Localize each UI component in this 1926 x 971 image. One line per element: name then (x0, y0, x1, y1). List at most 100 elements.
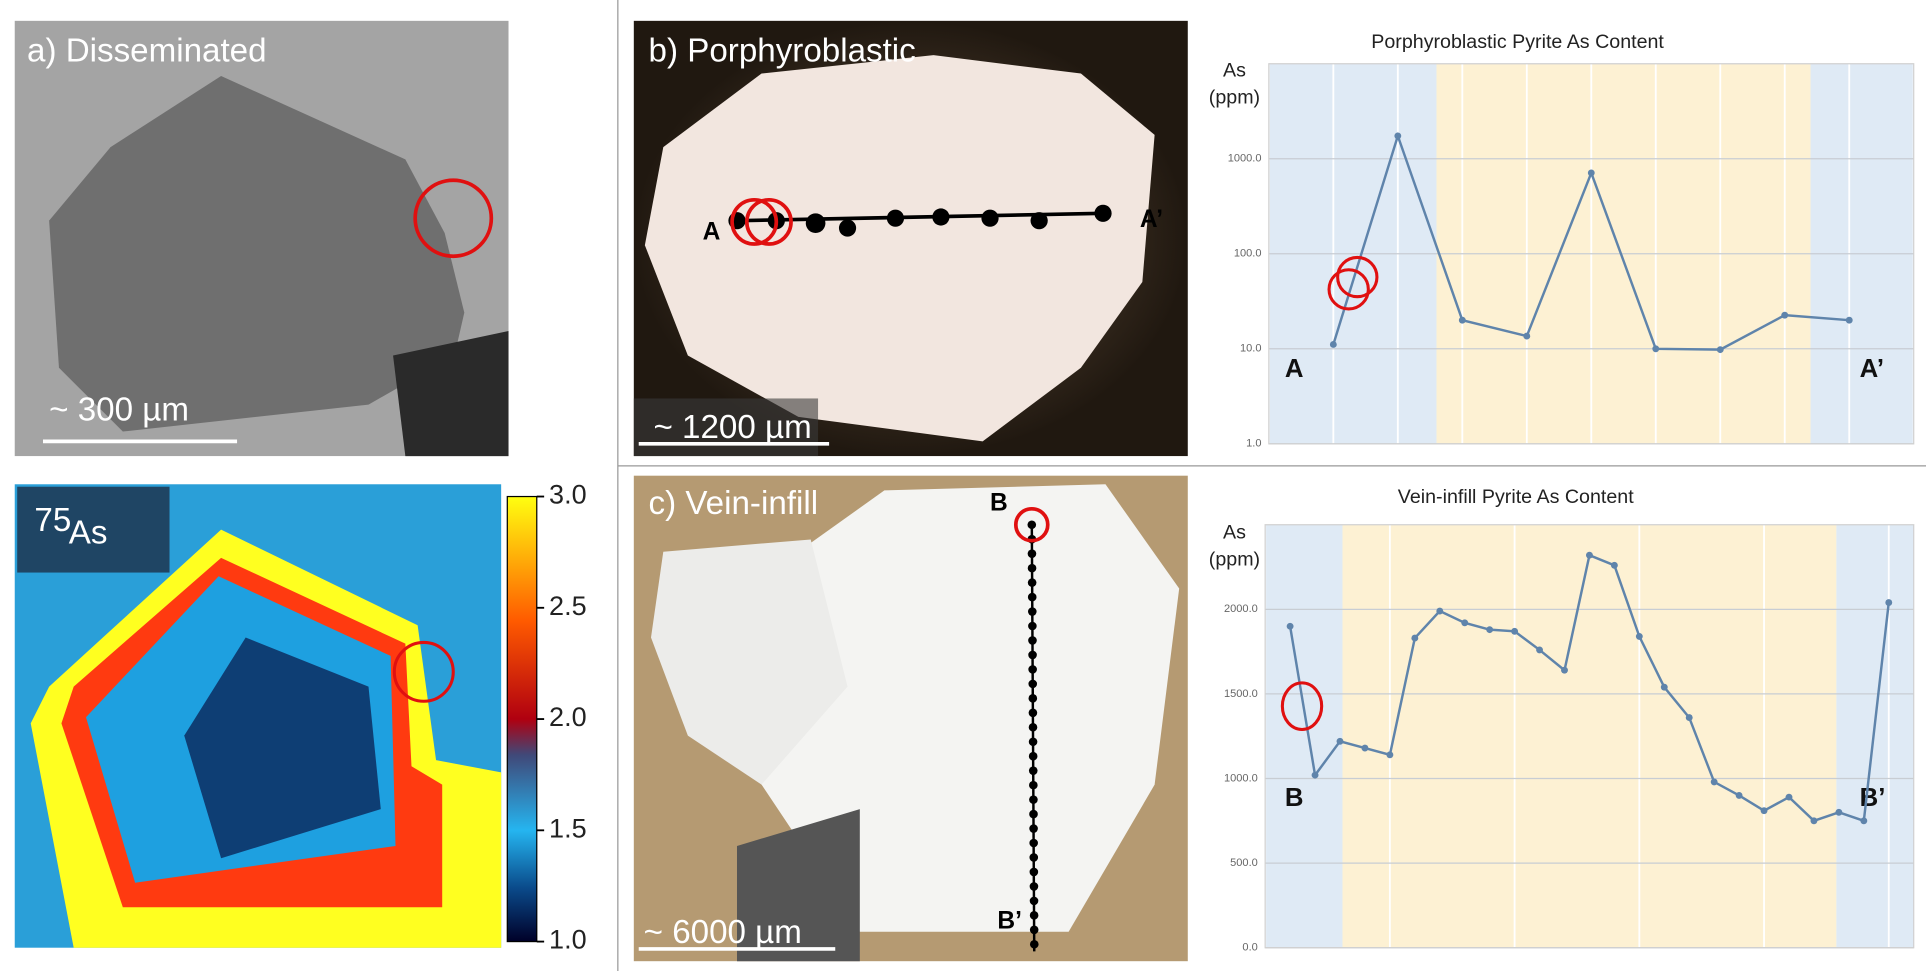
transect-dot (1029, 723, 1038, 732)
transect-dot (1028, 651, 1037, 660)
y-tick-label: 1.0 (1246, 438, 1261, 450)
y-tick-label: 100.0 (1234, 248, 1262, 260)
element-label: As (69, 514, 108, 551)
annotation: A’ (1860, 355, 1884, 383)
data-point (1386, 751, 1393, 758)
transect-start: A (703, 218, 721, 245)
data-point (1885, 599, 1892, 606)
transect-dot (1030, 940, 1039, 949)
transect-dot (1027, 520, 1036, 529)
transect-dot (1030, 911, 1039, 920)
data-point (1686, 714, 1693, 721)
data-point (1711, 778, 1718, 785)
y-tick-label: 0.0 (1242, 942, 1257, 954)
scale-label: ~ 300 µm (49, 392, 189, 429)
colorbar-tick-label: 2.0 (549, 702, 587, 732)
data-point (1717, 346, 1724, 353)
data-point (1860, 817, 1867, 824)
data-point (1411, 635, 1418, 642)
figure: a) Disseminated ~ 300 µm 75 As 1.01.52.0… (0, 0, 1926, 971)
transect-dot (1029, 737, 1038, 746)
colorbar-tick-label: 1.0 (549, 925, 587, 955)
y-tick-label: 1000.0 (1228, 153, 1262, 165)
transect-dot (1028, 549, 1037, 558)
y-tick-label: 1500.0 (1224, 688, 1258, 700)
transect-dot (1030, 926, 1039, 935)
data-point (1486, 626, 1493, 633)
data-point (1436, 608, 1443, 615)
data-point (1611, 562, 1618, 569)
data-point (1561, 667, 1568, 674)
transect-dot (1030, 868, 1039, 877)
data-point (1459, 317, 1466, 324)
transect-dot (1029, 839, 1038, 848)
zone-band (1836, 525, 1913, 948)
data-point (1661, 684, 1668, 691)
data-point (1287, 623, 1294, 630)
transect-start: B (990, 489, 1008, 516)
transect-dot (1029, 781, 1038, 790)
annotation: B (1285, 784, 1304, 812)
data-point (1588, 169, 1595, 176)
data-point (1337, 738, 1344, 745)
data-point (1312, 772, 1319, 779)
data-point (1461, 619, 1468, 626)
micrograph (634, 476, 1188, 961)
y-axis-label: As (1223, 59, 1246, 81)
transect-dot (1029, 795, 1038, 804)
y-axis-label: (ppm) (1209, 548, 1260, 570)
chart-title: Vein-infill Pyrite As Content (1398, 486, 1634, 508)
panel-label: a) Disseminated (27, 32, 267, 69)
zone-band (1265, 525, 1342, 948)
data-point (1761, 807, 1768, 814)
scale-label: ~ 1200 µm (653, 409, 811, 446)
transect-dot (1029, 824, 1038, 833)
data-point (1835, 809, 1842, 816)
transect-dot (1028, 607, 1037, 616)
y-tick-label: 1000.0 (1224, 772, 1258, 784)
y-axis-label: As (1223, 522, 1246, 544)
data-point (1846, 317, 1853, 324)
data-point (1330, 341, 1337, 348)
data-point (1636, 633, 1643, 640)
colorbar-tick-label: 3.0 (549, 480, 587, 510)
data-point (1652, 345, 1659, 352)
data-point (1781, 312, 1788, 319)
annotation: B’ (1860, 784, 1886, 812)
annotation: A (1285, 355, 1304, 383)
transect-dot (1028, 578, 1037, 587)
data-point (1736, 792, 1743, 799)
transect-dot (1029, 694, 1038, 703)
y-axis-label: (ppm) (1209, 86, 1260, 108)
transect-dot (1028, 593, 1037, 602)
colorbar (507, 497, 536, 942)
isotope-number: 75 (34, 502, 71, 539)
transect-dot (1028, 636, 1037, 645)
y-tick-label: 2000.0 (1224, 603, 1258, 615)
y-tick-label: 10.0 (1240, 343, 1262, 355)
panel-label: b) Porphyroblastic (649, 32, 916, 69)
y-tick-label: 500.0 (1230, 857, 1258, 869)
scale-label: ~ 6000 µm (644, 914, 802, 951)
transect-end: B’ (997, 907, 1022, 934)
transect-dot (1030, 882, 1039, 891)
data-point (1536, 646, 1543, 653)
transect-dot (1028, 665, 1037, 674)
data-point (1586, 552, 1593, 559)
data-point (1786, 794, 1793, 801)
transect-end: A’ (1140, 206, 1163, 233)
transect-dot (1028, 622, 1037, 631)
transect-dot (1029, 766, 1038, 775)
data-point (1362, 745, 1369, 752)
transect-dot (1028, 680, 1037, 689)
zone-band (1342, 525, 1836, 948)
transect-dot (1029, 709, 1038, 718)
data-point (1811, 817, 1818, 824)
data-point (1511, 628, 1518, 635)
data-point (1394, 132, 1401, 139)
chart-title: Porphyroblastic Pyrite As Content (1371, 31, 1664, 53)
transect-dot (1029, 752, 1038, 761)
transect-dot (1029, 853, 1038, 862)
transect-dot (1030, 897, 1039, 906)
colorbar-tick-label: 2.5 (549, 591, 587, 621)
